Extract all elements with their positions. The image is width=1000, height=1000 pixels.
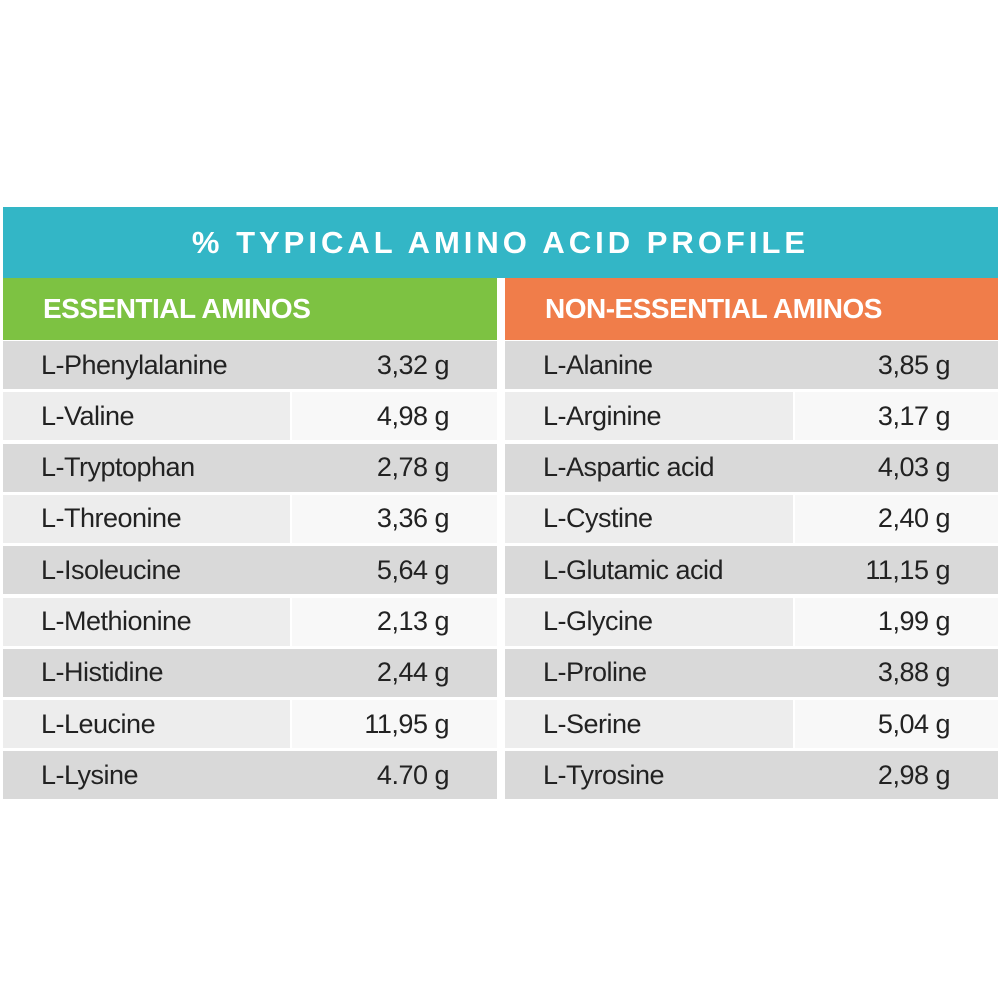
row-name: L-Leucine	[3, 700, 290, 749]
title-banner: % TYPICAL AMINO ACID PROFILE	[3, 207, 998, 278]
row-value: 4.70 g	[376, 759, 450, 790]
row-value: 1,99 g	[795, 597, 998, 646]
row-name: L-Histidine	[3, 648, 497, 697]
row-name: L-Aspartic acid	[505, 443, 998, 492]
row-name: L-Cystine	[505, 494, 793, 543]
row-name: L-Proline	[505, 648, 998, 697]
row-name: L-Tyrosine	[505, 751, 998, 800]
row-name: L-Lysine	[3, 751, 497, 800]
row-value: 3,85 g	[877, 349, 951, 380]
row-name: L-Glutamic acid	[505, 546, 998, 595]
row-value: 3,36 g	[292, 494, 497, 543]
row-value: 2,40 g	[795, 494, 998, 543]
row-value: 11,15 g	[865, 554, 950, 585]
row-value: 2,98 g	[877, 759, 951, 790]
row-name: L-Glycine	[505, 597, 793, 646]
row-value: 4,98 g	[292, 392, 497, 441]
row-name: L-Valine	[3, 392, 290, 441]
row-name: L-Alanine	[505, 341, 998, 389]
row-name: L-Threonine	[3, 494, 290, 543]
row-name: L-Tryptophan	[3, 443, 497, 492]
row-value: 5,04 g	[795, 700, 998, 749]
row-value: 11,95 g	[292, 700, 497, 749]
row-value: 2,44 g	[376, 657, 450, 688]
row-name: L-Methionine	[3, 597, 290, 646]
row-value: 2,13 g	[292, 597, 497, 646]
row-value: 4,03 g	[877, 452, 951, 483]
row-name: L-Isoleucine	[3, 546, 497, 595]
row-value: 3,17 g	[795, 392, 998, 441]
row-value: 3,32 g	[376, 349, 450, 380]
table-header: ESSENTIAL AMINOS	[3, 278, 497, 340]
row-value: 5,64 g	[376, 554, 450, 585]
row-value: 2,78 g	[376, 452, 450, 483]
table-header: NON-ESSENTIAL AMINOS	[505, 278, 998, 340]
row-value: 3,88 g	[877, 657, 951, 688]
row-name: L-Serine	[505, 700, 793, 749]
row-name: L-Phenylalanine	[3, 341, 497, 389]
row-name: L-Arginine	[505, 392, 793, 441]
